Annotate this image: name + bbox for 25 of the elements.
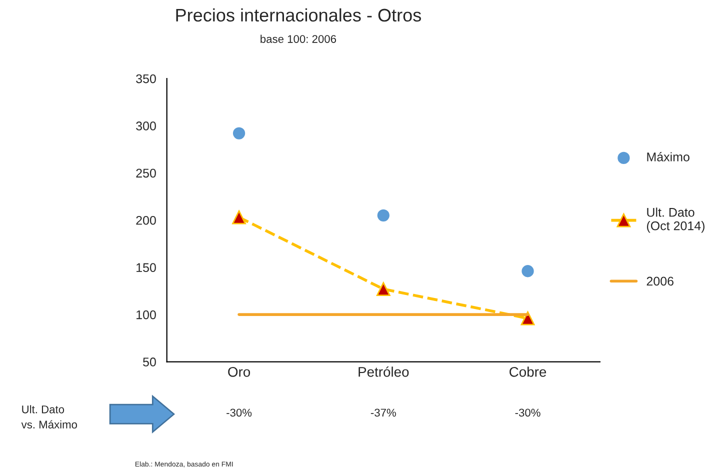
chart-title: Precios internacionales - Otros bbox=[176, 8, 421, 22]
point bbox=[376, 282, 390, 296]
text: Ult. Dato vs. Máximo bbox=[21, 405, 78, 429]
y-tick-label: 350 bbox=[136, 74, 156, 84]
x-tick-label: Cobre bbox=[510, 366, 546, 377]
y-tick-label: 200 bbox=[136, 216, 156, 225]
text: -30% bbox=[515, 408, 540, 417]
text: -30% bbox=[226, 408, 252, 417]
text: -37% bbox=[370, 408, 396, 417]
legend-label: Ult. Dato (Oct 2014) bbox=[646, 208, 704, 233]
point bbox=[520, 311, 535, 326]
y-tick-label: 50 bbox=[143, 358, 156, 366]
x-tick-label: Oro bbox=[228, 366, 250, 377]
y-tick-label: 300 bbox=[136, 122, 156, 130]
point bbox=[232, 210, 246, 224]
legend-label: Máximo bbox=[647, 152, 690, 162]
point bbox=[522, 265, 534, 278]
x-tick-label: Petróleo bbox=[358, 366, 409, 377]
chart-subtitle: base 100: 2006 bbox=[260, 34, 336, 43]
y-tick-label: 250 bbox=[136, 168, 156, 178]
y-tick-label: 100 bbox=[136, 310, 156, 320]
y-tick-label: 150 bbox=[136, 263, 156, 272]
point bbox=[377, 209, 390, 222]
point bbox=[232, 127, 246, 140]
legend-label: 2006 bbox=[646, 276, 674, 286]
